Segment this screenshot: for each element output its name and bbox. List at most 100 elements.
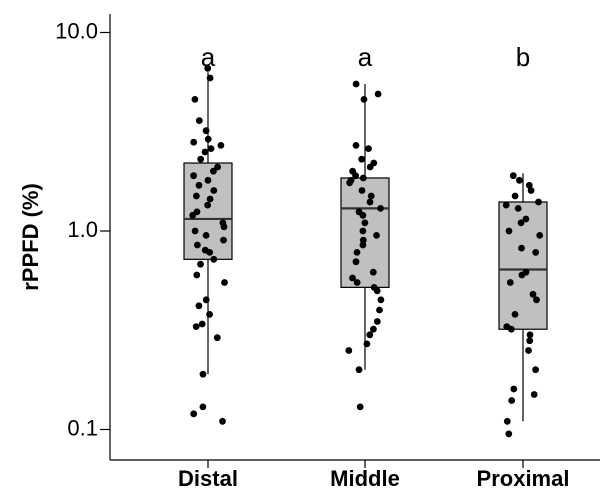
data-point xyxy=(352,80,360,88)
data-point xyxy=(514,205,522,212)
group-letter: b xyxy=(516,42,530,72)
data-point xyxy=(522,215,530,223)
data-point xyxy=(377,296,385,304)
data-point xyxy=(191,96,199,103)
x-tick-label: Middle xyxy=(330,466,400,491)
data-point xyxy=(199,403,207,411)
data-point xyxy=(507,325,515,333)
data-point xyxy=(532,249,540,256)
data-point xyxy=(190,138,198,146)
data-point xyxy=(204,135,212,143)
data-point xyxy=(529,290,537,298)
data-point xyxy=(355,366,363,374)
data-point xyxy=(199,370,207,378)
data-point xyxy=(207,145,215,153)
data-point xyxy=(190,410,198,418)
data-point xyxy=(353,279,361,286)
data-point xyxy=(353,249,361,256)
data-point xyxy=(532,366,539,374)
data-point xyxy=(365,145,372,153)
data-point xyxy=(518,244,525,252)
data-point xyxy=(206,311,214,318)
data-point xyxy=(202,127,210,135)
y-axis-title: rPPFD (%) xyxy=(18,183,43,291)
data-point xyxy=(359,174,367,182)
data-point xyxy=(195,117,203,124)
data-point xyxy=(535,198,542,206)
data-point xyxy=(373,287,381,295)
data-point xyxy=(190,172,198,180)
data-point xyxy=(508,397,516,404)
data-point xyxy=(213,334,221,342)
data-point xyxy=(505,227,513,235)
group-letter: a xyxy=(358,42,373,72)
data-point xyxy=(219,417,226,425)
data-point xyxy=(527,187,535,194)
y-tick-label: 0.1 xyxy=(67,415,98,440)
data-point xyxy=(530,391,538,398)
y-ticks: 0.1 1.0 10.0 xyxy=(55,18,110,440)
data-point xyxy=(204,201,212,209)
data-point xyxy=(505,430,513,438)
data-point xyxy=(367,192,375,200)
data-point xyxy=(197,260,204,268)
data-point xyxy=(193,192,200,200)
data-point xyxy=(197,155,205,163)
x-tick-label: Distal xyxy=(178,466,238,491)
data-point xyxy=(206,249,214,256)
data-point xyxy=(369,268,377,276)
data-point xyxy=(359,236,367,244)
data-point xyxy=(511,192,519,200)
data-point xyxy=(358,155,366,163)
group-letter: a xyxy=(201,42,216,72)
data-point xyxy=(346,179,353,187)
data-point xyxy=(220,236,227,244)
data-point xyxy=(349,274,356,282)
x-ticks: Distal Middle Proximal xyxy=(178,460,569,491)
data-point xyxy=(195,302,203,310)
data-point xyxy=(352,258,360,266)
data-point xyxy=(345,347,353,354)
data-point xyxy=(533,296,540,304)
data-point xyxy=(516,176,523,184)
data-point xyxy=(358,187,366,194)
data-point xyxy=(370,325,377,333)
data-point xyxy=(506,279,514,286)
data-point xyxy=(373,232,380,239)
data-point xyxy=(509,172,517,180)
data-point xyxy=(373,318,381,325)
data-point xyxy=(204,176,212,184)
data-point xyxy=(366,163,374,171)
data-point xyxy=(536,232,544,239)
data-point xyxy=(206,195,214,203)
data-point xyxy=(360,96,368,103)
data-points xyxy=(189,64,544,438)
data-point xyxy=(525,347,532,354)
data-point xyxy=(201,148,209,156)
data-point xyxy=(366,198,374,206)
data-point xyxy=(525,181,533,189)
y-tick-label: 10.0 xyxy=(55,18,98,43)
data-point xyxy=(376,306,383,314)
data-point xyxy=(361,219,369,227)
data-point xyxy=(191,227,199,235)
data-point xyxy=(202,232,210,239)
data-point xyxy=(511,311,519,318)
data-point xyxy=(210,167,217,175)
y-tick-label: 1.0 xyxy=(67,217,98,242)
data-point xyxy=(526,331,534,339)
data-point xyxy=(210,187,218,194)
data-point xyxy=(366,331,374,339)
data-point xyxy=(510,385,518,393)
data-point xyxy=(195,181,203,189)
data-point xyxy=(193,271,201,279)
data-point xyxy=(202,296,210,304)
data-point xyxy=(363,340,371,348)
data-point xyxy=(220,223,228,231)
data-point xyxy=(359,241,367,249)
data-point xyxy=(352,142,360,149)
data-point xyxy=(356,403,364,411)
data-point xyxy=(189,211,197,219)
data-point xyxy=(204,64,212,72)
data-point xyxy=(517,219,525,227)
